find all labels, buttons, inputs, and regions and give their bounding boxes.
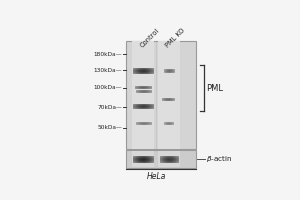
Text: PML: PML bbox=[206, 84, 223, 93]
Text: Control: Control bbox=[139, 27, 160, 49]
Bar bbox=[126, 41, 196, 149]
Text: 130kDa—: 130kDa— bbox=[94, 68, 122, 73]
Bar bbox=[158, 41, 180, 149]
Text: $\beta$-actin: $\beta$-actin bbox=[206, 154, 232, 164]
Text: HeLa: HeLa bbox=[146, 172, 166, 181]
Bar bbox=[158, 151, 180, 167]
Text: 70kDa—: 70kDa— bbox=[98, 105, 122, 110]
Text: PML KO: PML KO bbox=[165, 27, 186, 49]
Text: 50kDa—: 50kDa— bbox=[98, 125, 122, 130]
Bar bbox=[132, 41, 154, 149]
Text: 100kDa—: 100kDa— bbox=[94, 85, 122, 90]
Bar bbox=[132, 151, 154, 167]
Bar bbox=[126, 150, 196, 168]
Text: 180kDa—: 180kDa— bbox=[94, 52, 122, 57]
